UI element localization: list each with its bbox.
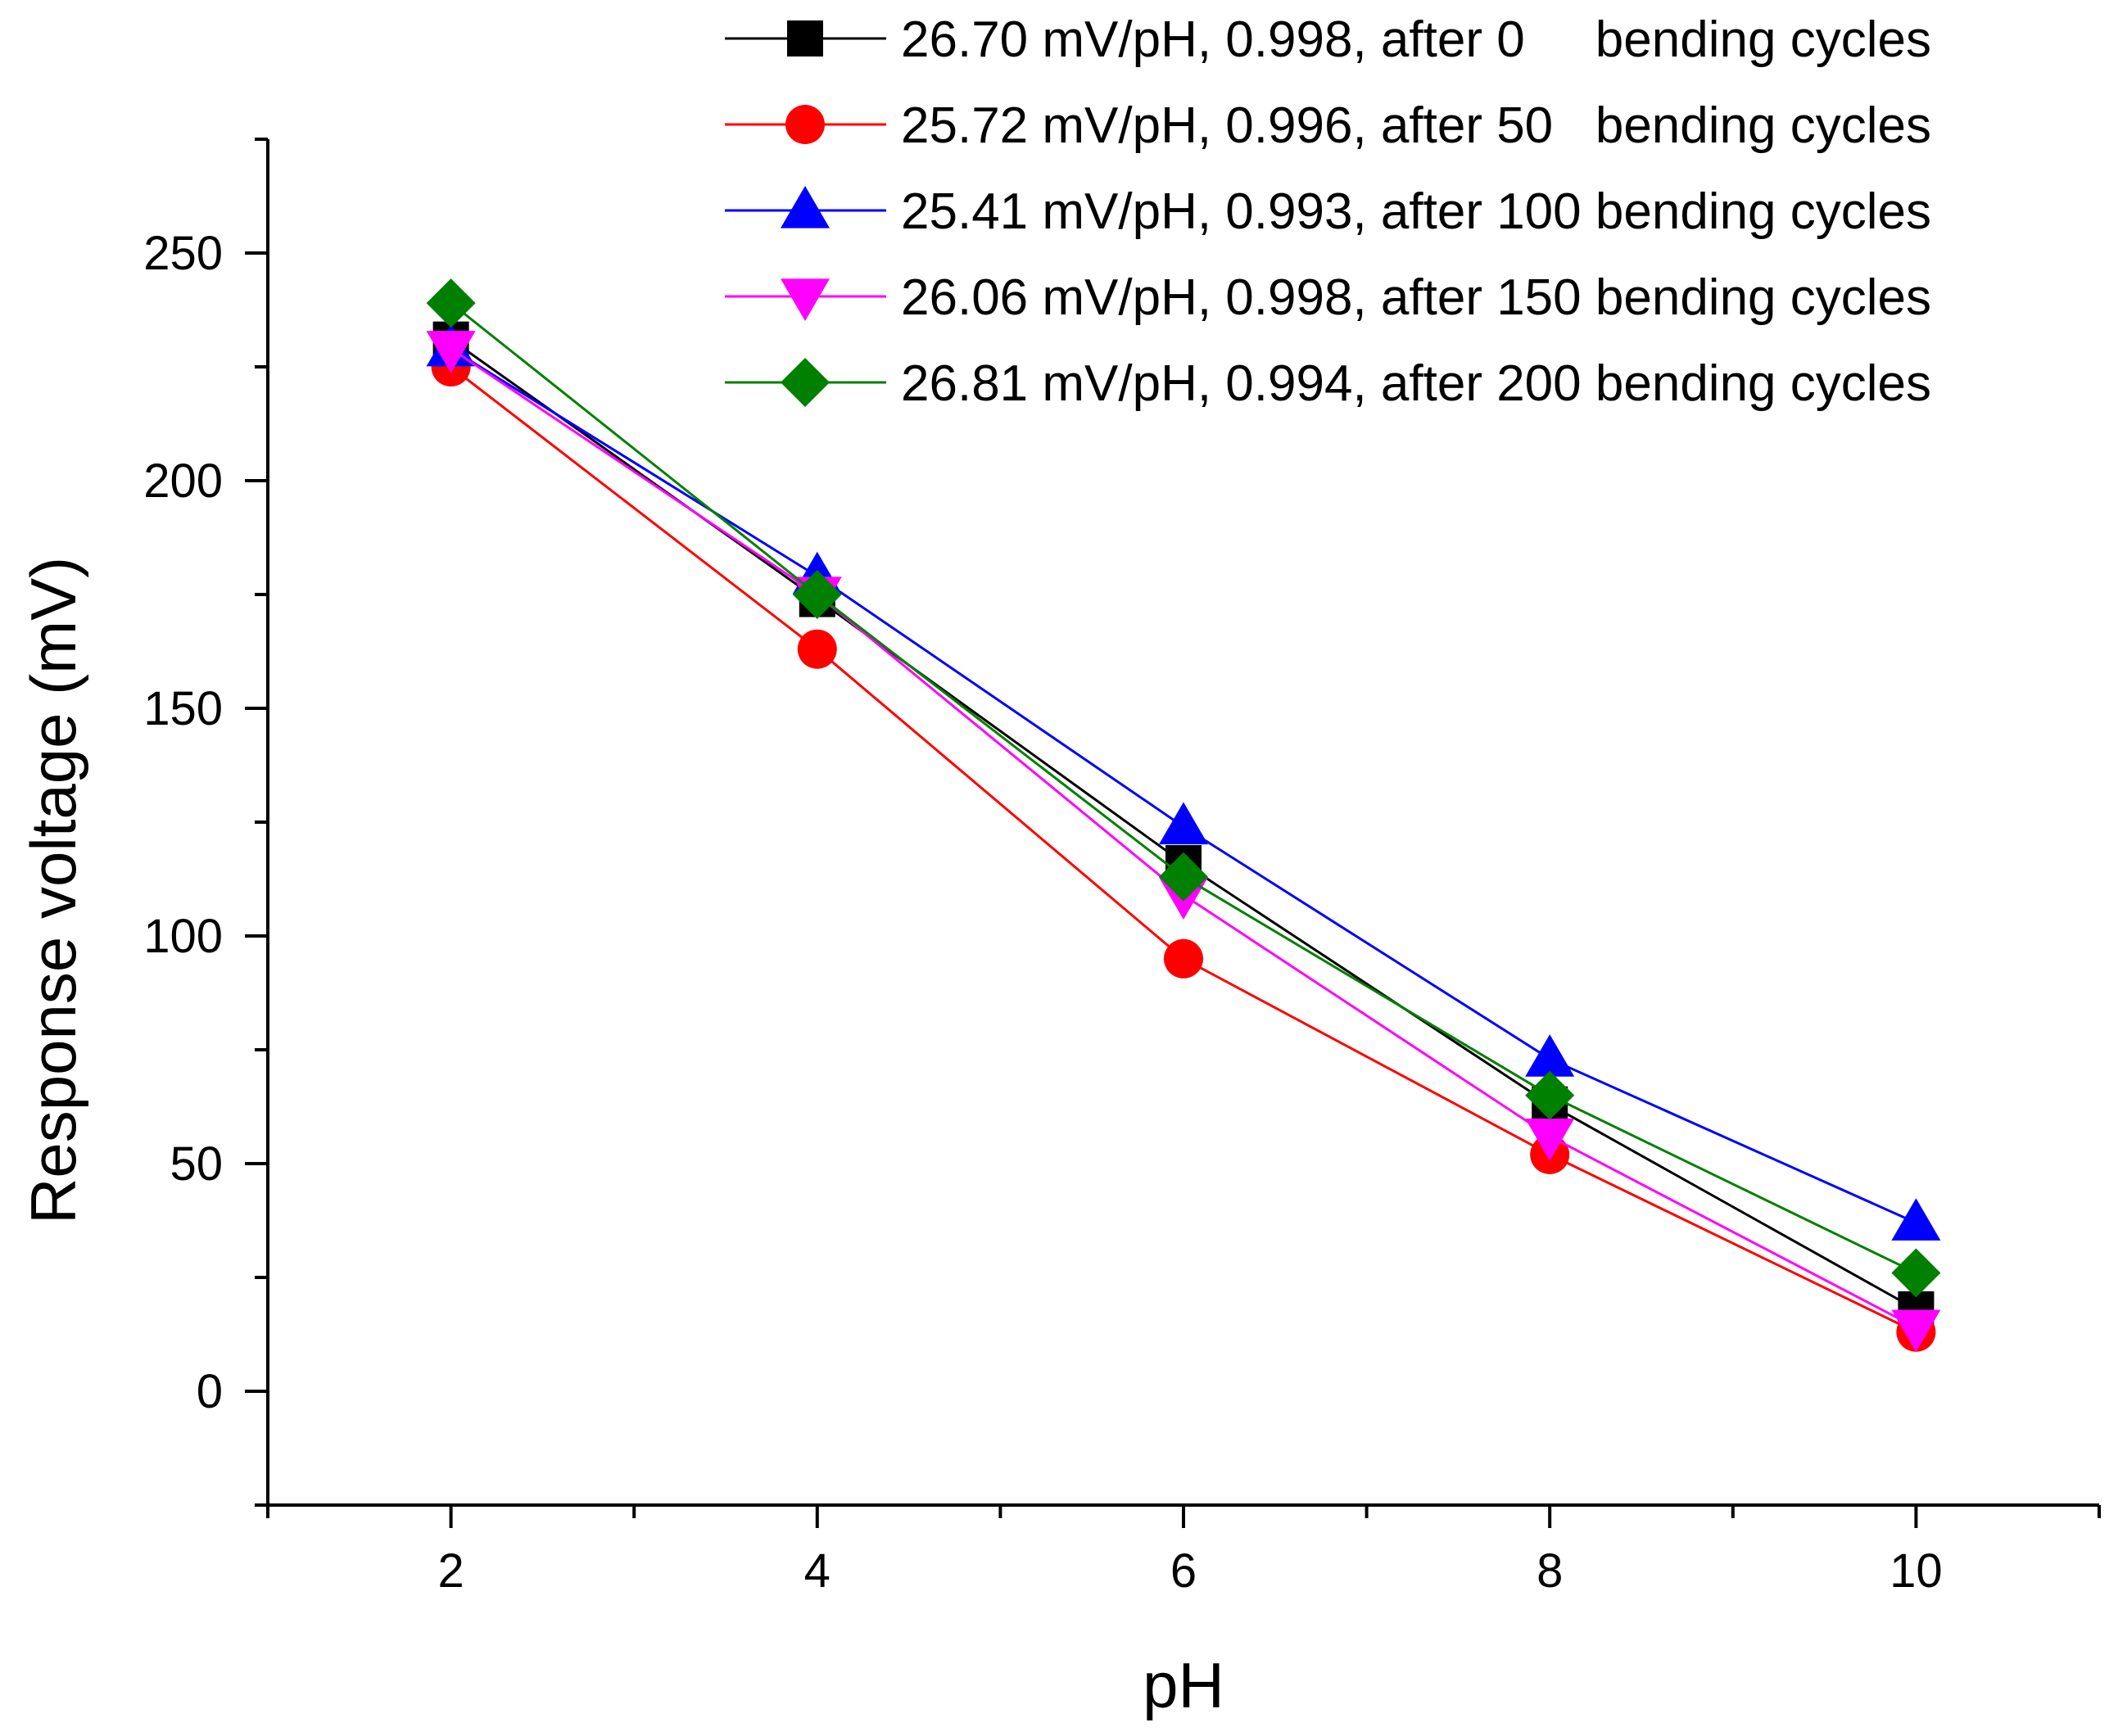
y-tick-label: 50 <box>170 1137 223 1191</box>
triangle-up-marker <box>781 186 830 228</box>
triangle-down-marker <box>781 278 830 321</box>
series-2 <box>426 323 1941 1241</box>
y-tick-label: 150 <box>143 682 223 735</box>
y-tick-label: 250 <box>143 227 223 280</box>
x-axis-title: pH <box>1143 1649 1224 1721</box>
series-layer <box>426 278 1941 1353</box>
series-line <box>450 301 1917 1274</box>
series-line <box>450 347 1917 1224</box>
diamond-marker <box>426 278 476 328</box>
legend-label: 26.81 mV/pH, 0.994, after 200 bending cy… <box>901 355 1931 412</box>
diamond-marker <box>792 570 842 619</box>
y-tick-label: 100 <box>143 910 223 963</box>
diamond-marker <box>1159 852 1208 902</box>
triangle-up-marker <box>1891 1198 1941 1241</box>
diamond-marker <box>1891 1248 1941 1298</box>
x-tick-label: 2 <box>437 1544 464 1598</box>
triangle-up-marker <box>1525 1034 1575 1077</box>
legend: 26.70 mV/pH, 0.998, after 0 bending cycl… <box>725 11 1931 412</box>
legend-label: 26.06 mV/pH, 0.998, after 150 bending cy… <box>901 269 1931 326</box>
triangle-down-marker <box>1891 1309 1941 1353</box>
legend-label: 25.41 mV/pH, 0.993, after 100 bending cy… <box>901 183 1931 240</box>
circle-marker <box>1164 938 1203 979</box>
legend-label: 25.72 mV/pH, 0.996, after 50 bending cyc… <box>901 97 1931 154</box>
y-axis-title: Response voltage (mV) <box>17 557 89 1224</box>
triangle-down-marker <box>1525 1119 1575 1161</box>
legend-item-2: 25.41 mV/pH, 0.993, after 100 bending cy… <box>725 183 1931 240</box>
diamond-marker <box>1525 1070 1575 1120</box>
legend-item-0: 26.70 mV/pH, 0.998, after 0 bending cycl… <box>725 11 1931 68</box>
circle-marker <box>785 105 825 144</box>
legend-item-3: 26.06 mV/pH, 0.998, after 150 bending cy… <box>725 269 1931 326</box>
legend-item-1: 25.72 mV/pH, 0.996, after 50 bending cyc… <box>725 97 1931 154</box>
x-tick-label: 10 <box>1890 1544 1943 1598</box>
y-tick-label: 200 <box>143 454 223 508</box>
triangle-up-marker <box>1159 802 1208 845</box>
y-tick-label: 0 <box>197 1365 223 1418</box>
square-marker <box>787 20 823 57</box>
circle-marker <box>797 629 837 669</box>
legend-label: 26.70 mV/pH, 0.998, after 0 bending cycl… <box>901 11 1931 68</box>
legend-item-4: 26.81 mV/pH, 0.994, after 200 bending cy… <box>725 355 1931 412</box>
x-tick-label: 4 <box>804 1544 830 1598</box>
x-tick-label: 8 <box>1536 1544 1563 1598</box>
triangle-down-marker <box>426 331 476 373</box>
x-tick-label: 6 <box>1170 1544 1197 1598</box>
series-4 <box>426 278 1941 1298</box>
diamond-marker <box>781 358 830 407</box>
